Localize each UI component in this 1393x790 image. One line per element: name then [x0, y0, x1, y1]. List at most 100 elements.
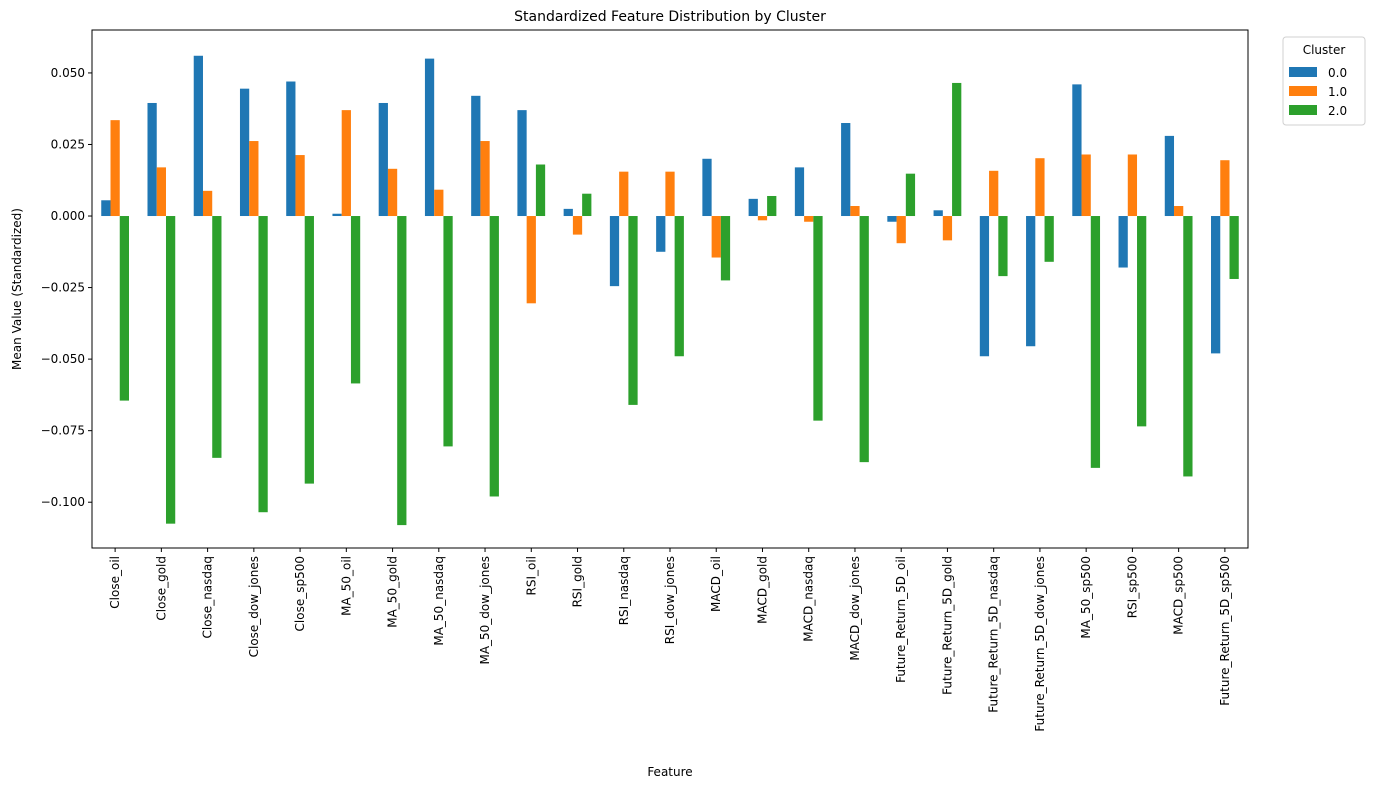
bar-MA_50_nasdaq-cluster-0.0 [424, 58, 435, 217]
x-tick-label: MACD_sp500 [1172, 556, 1186, 635]
bar-MA_50_dow_jones-cluster-0.0 [471, 95, 481, 217]
bar-MA_50_oil-cluster-1.0 [341, 110, 351, 217]
bar-MACD_nasdaq-cluster-2.0 [813, 216, 823, 421]
bar-MA_50_dow_jones-cluster-2.0 [489, 216, 499, 497]
bar-MACD_oil-cluster-2.0 [720, 216, 731, 281]
legend: Cluster 0.0 1.0 2.0 [1282, 36, 1366, 126]
bar-Future_Return_5D_gold-cluster-1.0 [942, 216, 953, 241]
bar-RSI_oil-cluster-0.0 [517, 110, 527, 217]
x-tick-label: MA_50_sp500 [1079, 556, 1093, 639]
y-tick-label: 0.000 [51, 209, 85, 223]
y-axis-label: Mean Value (Standardized) [10, 208, 24, 370]
y-tick-label: −0.025 [41, 281, 85, 295]
bar-MACD_sp500-cluster-1.0 [1174, 206, 1184, 217]
bar-RSI_oil-cluster-1.0 [526, 216, 536, 304]
bar-Close_sp500-cluster-2.0 [304, 216, 314, 484]
y-tick-label: 0.025 [51, 137, 85, 151]
bar-Future_Return_5D_gold-cluster-0.0 [933, 210, 943, 217]
bar-Future_Return_5D_dow_jones-cluster-1.0 [1035, 158, 1045, 217]
x-tick-label: RSI_sp500 [1125, 556, 1139, 618]
x-tick-label: MA_50_dow_jones [478, 556, 492, 665]
bar-MA_50_gold-cluster-2.0 [397, 216, 407, 526]
x-tick-label: MACD_nasdaq [802, 556, 816, 642]
bar-Future_Return_5D_nasdaq-cluster-1.0 [989, 170, 999, 217]
y-axis: −0.100 −0.075 −0.050 −0.025 0.000 0.025 0.050 [41, 66, 92, 509]
bar-Future_Return_5D_nasdaq-cluster-2.0 [998, 216, 1008, 277]
bar-Future_Return_5D_sp500-cluster-0.0 [1211, 216, 1221, 354]
bar-MA_50_sp500-cluster-1.0 [1081, 154, 1091, 217]
plot-area [101, 55, 1239, 526]
bar-Close_dow_jones-cluster-0.0 [239, 88, 250, 217]
bar-MACD_gold-cluster-2.0 [767, 195, 777, 217]
bar-Future_Return_5D_dow_jones-cluster-2.0 [1044, 216, 1054, 262]
bar-MA_50_oil-cluster-0.0 [332, 213, 342, 217]
y-tick-label: 0.050 [51, 66, 85, 80]
bar-Close_nasdaq-cluster-0.0 [193, 55, 203, 217]
bar-MACD_gold-cluster-1.0 [757, 216, 768, 221]
x-tick-label: MACD_oil [709, 556, 723, 612]
bar-MACD_sp500-cluster-2.0 [1183, 216, 1193, 477]
bar-RSI_nasdaq-cluster-2.0 [628, 216, 638, 405]
x-axis: Close_oil Close_gold Close_nasdaq Close_dow… [108, 548, 1232, 732]
legend-swatch-cluster-0.0 [1289, 67, 1317, 77]
bar-MA_50_nasdaq-cluster-1.0 [434, 189, 444, 217]
legend-swatch-cluster-1.0 [1289, 86, 1317, 96]
x-tick-label: Close_gold [154, 556, 168, 621]
bar-MA_50_oil-cluster-2.0 [350, 216, 361, 384]
bar-Close_dow_jones-cluster-1.0 [249, 141, 259, 217]
bar-Future_Return_5D_oil-cluster-1.0 [896, 216, 906, 244]
x-tick-label: Close_nasdaq [201, 556, 215, 639]
bar-Future_Return_5D_nasdaq-cluster-0.0 [979, 216, 990, 357]
x-tick-label: Close_dow_jones [247, 556, 261, 657]
x-tick-label: Future_Return_5D_dow_jones [1033, 556, 1047, 732]
bar-MACD_dow_jones-cluster-0.0 [841, 123, 851, 217]
bar-Close_sp500-cluster-0.0 [286, 81, 296, 217]
x-tick-label: RSI_gold [571, 556, 585, 607]
bar-Future_Return_5D_oil-cluster-2.0 [905, 173, 916, 217]
bar-Close_gold-cluster-0.0 [147, 102, 157, 217]
legend-title: Cluster [1303, 43, 1346, 57]
bar-RSI_dow_jones-cluster-2.0 [674, 216, 684, 357]
x-tick-label: Future_Return_5D_oil [894, 556, 908, 683]
bar-Close_dow_jones-cluster-2.0 [258, 216, 268, 513]
y-tick-label: −0.100 [41, 495, 85, 509]
bar-Close_oil-cluster-1.0 [110, 120, 120, 217]
bar-Close_oil-cluster-2.0 [119, 216, 129, 401]
x-tick-label: MACD_gold [755, 556, 769, 624]
bar-MACD_nasdaq-cluster-1.0 [804, 216, 814, 222]
legend-label: 0.0 [1328, 66, 1347, 80]
legend-swatch-cluster-2.0 [1289, 105, 1317, 115]
bar-MACD_oil-cluster-0.0 [702, 158, 712, 217]
bar-MACD_gold-cluster-0.0 [748, 198, 758, 217]
bar-RSI_gold-cluster-2.0 [582, 193, 592, 217]
x-tick-label: RSI_nasdaq [617, 556, 631, 625]
bar-MACD_dow_jones-cluster-1.0 [850, 206, 860, 217]
bar-Close_sp500-cluster-1.0 [295, 155, 305, 217]
bar-RSI_sp500-cluster-0.0 [1118, 216, 1128, 268]
bar-RSI_sp500-cluster-2.0 [1137, 216, 1147, 427]
x-tick-label: Close_oil [108, 556, 122, 609]
bar-Close_gold-cluster-1.0 [156, 167, 166, 217]
bar-MA_50_gold-cluster-1.0 [387, 168, 398, 217]
bar-RSI_dow_jones-cluster-0.0 [656, 216, 666, 252]
x-tick-label: MA_50_nasdaq [432, 556, 446, 646]
bar-MACD_dow_jones-cluster-2.0 [859, 216, 869, 463]
legend-box [1282, 36, 1366, 126]
x-tick-label: Future_Return_5D_gold [940, 556, 954, 695]
bar-Close_oil-cluster-0.0 [101, 200, 111, 217]
bar-Future_Return_5D_sp500-cluster-2.0 [1229, 216, 1239, 279]
bar-RSI_nasdaq-cluster-1.0 [619, 171, 629, 217]
legend-label: 1.0 [1328, 85, 1347, 99]
x-tick-label: RSI_oil [524, 556, 538, 596]
bar-Future_Return_5D_oil-cluster-0.0 [887, 216, 897, 222]
bar-RSI_nasdaq-cluster-0.0 [609, 216, 620, 287]
bar-MA_50_gold-cluster-0.0 [378, 102, 388, 217]
bar-MA_50_nasdaq-cluster-2.0 [443, 216, 453, 447]
x-tick-label: RSI_dow_jones [663, 556, 677, 644]
bar-MACD_nasdaq-cluster-0.0 [794, 167, 805, 217]
bar-MACD_oil-cluster-1.0 [711, 216, 721, 258]
x-tick-label: MA_50_gold [386, 556, 400, 628]
x-tick-label: Future_Return_5D_sp500 [1218, 556, 1232, 706]
x-axis-label: Feature [647, 765, 692, 779]
